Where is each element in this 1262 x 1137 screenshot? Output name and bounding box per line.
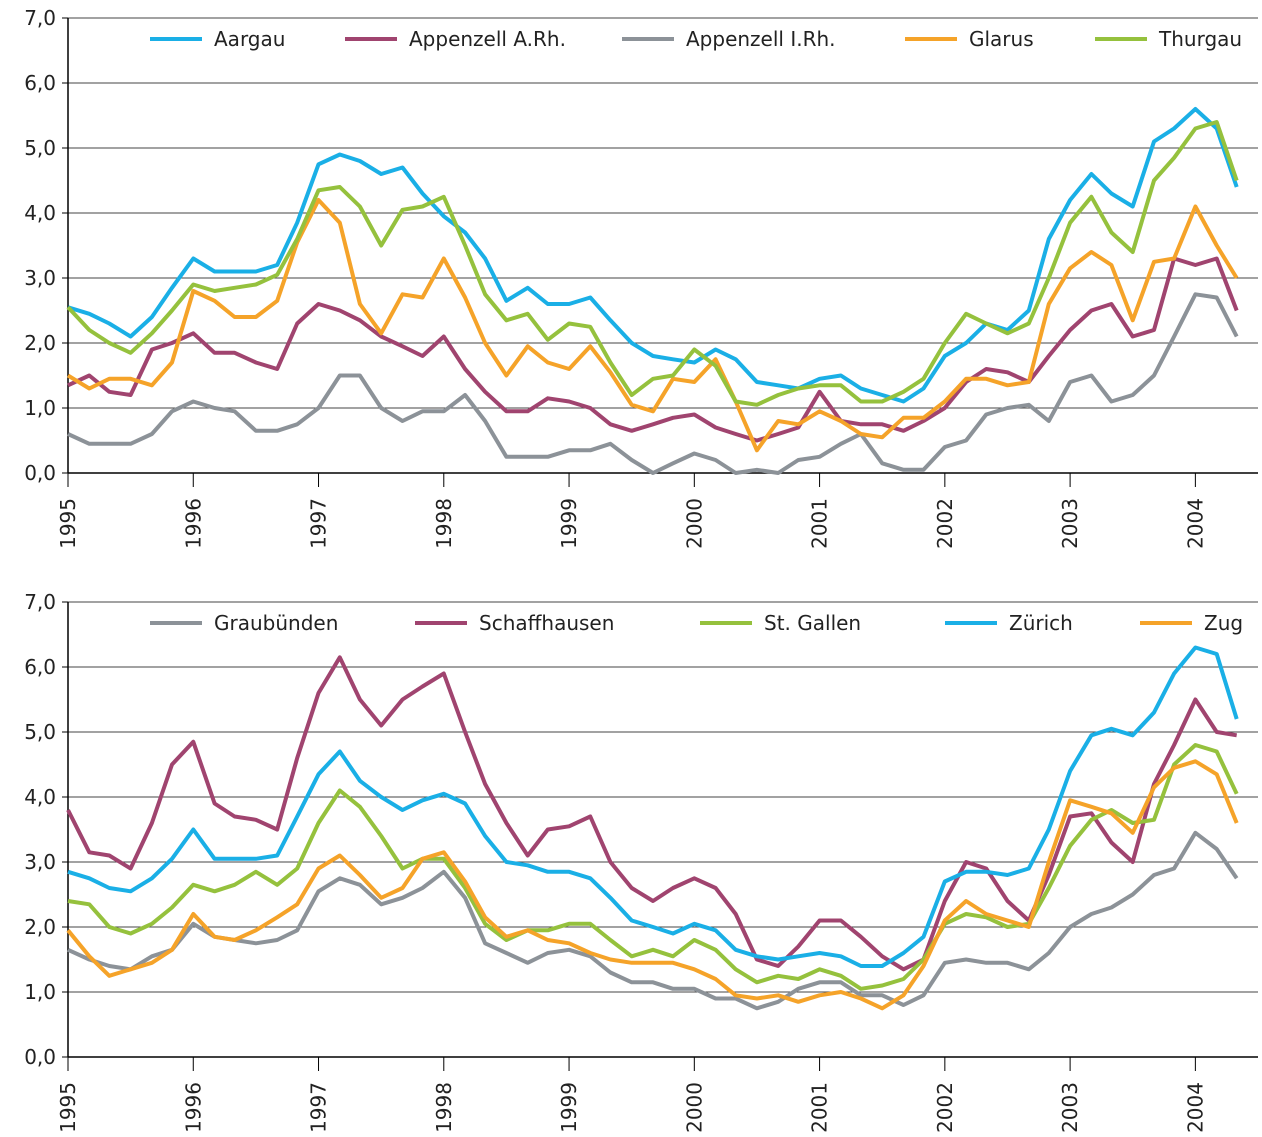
- y-tick-label: 3,0: [24, 266, 56, 290]
- y-tick-label: 5,0: [24, 720, 56, 744]
- x-tick-label: 1996: [181, 498, 205, 549]
- legend-label: Appenzell I.Rh.: [686, 27, 836, 51]
- legend-label: Aargau: [214, 27, 285, 51]
- y-tick-label: 5,0: [24, 136, 56, 160]
- x-tick-label: 2001: [808, 1082, 832, 1133]
- x-tick-label: 2004: [1183, 1082, 1207, 1133]
- legend-label: St. Gallen: [764, 611, 861, 635]
- y-tick-label: 0,0: [24, 461, 56, 485]
- y-tick-label: 2,0: [24, 915, 56, 939]
- y-tick-label: 1,0: [24, 396, 56, 420]
- x-tick-label: 1997: [307, 498, 331, 549]
- legend-label: Zürich: [1009, 611, 1073, 635]
- y-tick-label: 6,0: [24, 655, 56, 679]
- y-tick-label: 7,0: [24, 6, 56, 30]
- series-line: [67, 645, 1239, 968]
- y-tick-label: 4,0: [24, 201, 56, 225]
- x-tick-label: 1999: [557, 1082, 581, 1133]
- x-tick-label: 1995: [56, 1082, 80, 1133]
- x-tick-label: 2002: [933, 1082, 957, 1133]
- y-tick-label: 6,0: [24, 71, 56, 95]
- y-tick-label: 4,0: [24, 785, 56, 809]
- x-tick-label: 2004: [1183, 498, 1207, 549]
- y-tick-label: 3,0: [24, 850, 56, 874]
- x-tick-label: 2001: [808, 498, 832, 549]
- series-line: [67, 292, 1239, 475]
- x-tick-label: 2003: [1058, 1082, 1082, 1133]
- y-tick-label: 7,0: [24, 590, 56, 614]
- x-tick-label: 1995: [56, 498, 80, 549]
- series-line: [67, 256, 1239, 443]
- y-tick-label: 0,0: [24, 1045, 56, 1069]
- legend-label: Glarus: [969, 27, 1034, 51]
- x-tick-label: 1998: [432, 498, 456, 549]
- legend-label: Schaffhausen: [479, 611, 614, 635]
- series-line: [67, 107, 1239, 404]
- y-tick-label: 1,0: [24, 980, 56, 1004]
- legend-label: Thurgau: [1158, 27, 1242, 51]
- legend-label: Graubünden: [214, 611, 338, 635]
- series-line: [66, 198, 1239, 453]
- series-line: [66, 655, 1238, 972]
- x-tick-label: 1996: [181, 1082, 205, 1133]
- series-line: [66, 120, 1239, 407]
- series-line: [67, 743, 1239, 991]
- x-tick-label: 2000: [682, 1082, 706, 1133]
- x-tick-label: 1999: [557, 498, 581, 549]
- x-tick-label: 1998: [432, 1082, 456, 1133]
- x-tick-label: 2003: [1058, 498, 1082, 549]
- legend-label: Zug: [1204, 611, 1243, 635]
- x-tick-label: 2002: [933, 498, 957, 549]
- x-tick-label: 1997: [307, 1082, 331, 1133]
- legend-label: Appenzell A.Rh.: [409, 27, 566, 51]
- x-tick-label: 2000: [682, 498, 706, 549]
- series-line: [66, 759, 1239, 1011]
- y-tick-label: 2,0: [24, 331, 56, 355]
- series-line: [67, 830, 1239, 1011]
